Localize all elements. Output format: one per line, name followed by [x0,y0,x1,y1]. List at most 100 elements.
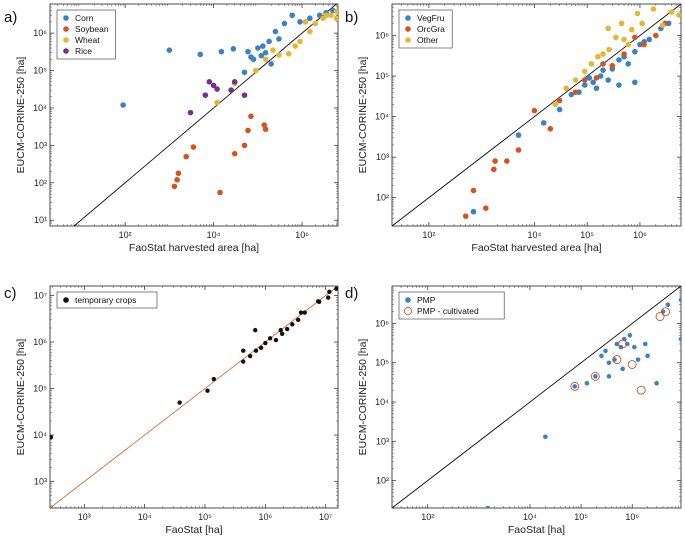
data-point-vegfru [540,120,547,126]
x-tick-label: 10⁵ [580,230,594,240]
data-point-orcgra [504,158,510,164]
data-point-soybean [174,177,180,183]
data-point-pmp [665,302,671,308]
x-tick-label: 10² [119,230,132,240]
x-tick-label: 10⁶ [625,512,639,522]
x-tick-label: 10⁵ [574,512,588,522]
data-point-rice [187,109,194,116]
data-point-temporary-crops [316,299,322,305]
data-point-wheat [323,12,329,19]
data-point-pmp [632,344,637,350]
data-point-temporary-crops [241,359,246,364]
data-point-temporary-crops [205,388,210,393]
data-point-wheat [270,47,276,53]
data-point-corn [250,56,257,63]
data-point-orcgra [593,75,600,81]
data-point-corn [297,19,303,25]
legend-entry: Wheat [75,35,100,45]
data-point-soybean [231,150,238,157]
data-point-other [639,20,645,27]
data-point-corn [276,36,282,42]
data-point-corn [266,38,272,45]
data-point-temporary-crops [253,348,259,353]
y-tick-label: 10⁶ [375,31,389,41]
data-point-wheat [333,15,338,22]
data-point-pmp [485,505,491,508]
data-point-wheat [312,20,319,27]
x-axis-label: FaoStat [ha] [165,524,222,536]
data-point-pmp-cultivated [636,385,646,395]
data-point-soybean [248,113,254,120]
data-point-temporary-crops [258,345,264,351]
x-tick-label: 10⁶ [258,512,272,522]
data-point-pmp [614,341,620,347]
data-point-pmp [572,384,578,389]
data-point-orcgra [491,166,497,173]
data-point-orcgra [556,97,563,104]
y-tick-label: 10¹ [34,215,47,225]
y-axis-label: EUCM-CORINE-250 [ha] [357,339,369,456]
panel-a: 10² 10⁴ 10⁶ 10¹ 10² 10³ 10⁴ 10⁵ 10⁶ FaoStat harve… [4,3,339,254]
data-point-other [613,34,619,41]
x-axis-label: FaoStat [ha] [508,524,565,536]
data-point-wheat [297,38,303,45]
data-point-soybean [241,142,248,149]
data-point-vegfru [581,82,588,88]
data-point-pmp [593,374,598,379]
data-point-wheat [285,51,292,57]
data-point-temporary-crops [279,331,285,337]
y-tick-label: 10⁶ [375,318,389,328]
data-point-temporary-crops [278,327,283,333]
data-point-orcgra [531,107,538,114]
legend-marker [405,26,411,32]
data-point-pmp [642,341,648,347]
data-point-orcgra [641,41,647,48]
y-tick-label: 10³ [34,140,47,150]
data-point-wheat [252,67,259,74]
data-point-wheat [276,52,282,58]
data-point-corn [245,48,251,55]
y-tick-label: 10³ [376,152,389,162]
data-point-other [628,26,635,33]
data-point-vegfru [590,79,596,86]
y-tick-label: 10⁴ [375,112,389,122]
data-point-pmp [606,360,612,366]
data-point-soybean [245,127,251,134]
x-tick-label: 10⁴ [138,512,152,522]
x-tick-label: 10⁴ [523,512,537,522]
data-point-orcgra [483,205,489,211]
y-tick-label: 10⁴ [375,397,389,407]
data-point-pmp [584,380,590,386]
data-point-pmp [624,341,630,347]
data-point-corn [307,15,313,22]
data-point-pmp [543,434,548,440]
data-point-temporary-crops [253,327,258,333]
data-point-pmp [678,336,681,342]
data-point-vegfru [515,132,522,138]
data-point-rice [206,78,213,85]
legend-entry: Soybean [75,24,109,34]
data-point-corn [218,48,225,55]
data-point-temporary-crops [241,348,246,353]
legend-entry: Corn [75,13,94,23]
data-point-temporary-crops [177,400,182,405]
data-point-temporary-crops [211,376,217,382]
data-point-pmp-cultivated [612,355,622,365]
data-point-pmp-cultivated [590,371,600,381]
data-point-pmp [627,332,633,338]
data-point-other [581,68,588,75]
one-to-one-line [392,4,681,226]
panel-d: 10² 10⁴ 10⁵ 10⁶ 10² 10³ 10⁴ 10⁵ 10⁶ FaoStat [ha] E… [345,285,682,536]
data-point-corn [230,46,237,52]
one-to-one-line [392,286,681,508]
data-point-pmp [606,374,612,379]
legend-marker [63,15,69,21]
plot-frame [49,285,339,509]
data-point-other [621,36,627,43]
data-point-other [605,25,611,32]
y-tick-label: 10⁵ [375,358,389,368]
data-point-vegfru [593,85,600,92]
legend-entry: VegFru [417,13,445,23]
